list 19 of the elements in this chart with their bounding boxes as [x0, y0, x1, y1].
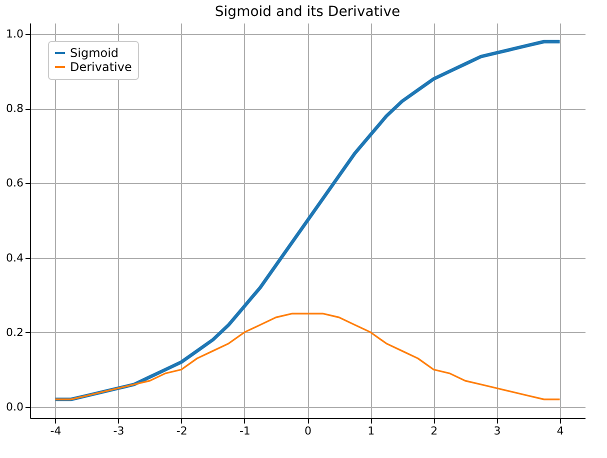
y-tick-label: 0.6 — [6, 176, 24, 190]
y-tick-label: 1.0 — [6, 28, 24, 41]
y-tick-label: 0.0 — [6, 400, 24, 414]
x-tick-label: -1 — [239, 424, 250, 438]
y-tick-label: 0.4 — [6, 251, 24, 264]
x-tick-label: -2 — [176, 424, 188, 438]
x-tick-label: 4 — [556, 424, 564, 438]
legend-label: Derivative — [70, 60, 132, 74]
line-series — [54, 312, 561, 400]
x-tick-label: -3 — [113, 424, 124, 438]
y-tick-label: 0.2 — [6, 326, 24, 339]
y-tick-label: 0.8 — [6, 102, 24, 116]
chart-title: Sigmoid and its Derivative — [214, 4, 400, 20]
x-tick-label: 0 — [304, 424, 312, 438]
legend-label: Sigmoid — [70, 46, 119, 60]
x-tick-label: -4 — [50, 424, 62, 438]
x-tick-label: 3 — [494, 424, 501, 438]
x-tick-label: 1 — [368, 424, 375, 438]
x-tick-label: 2 — [430, 424, 438, 438]
